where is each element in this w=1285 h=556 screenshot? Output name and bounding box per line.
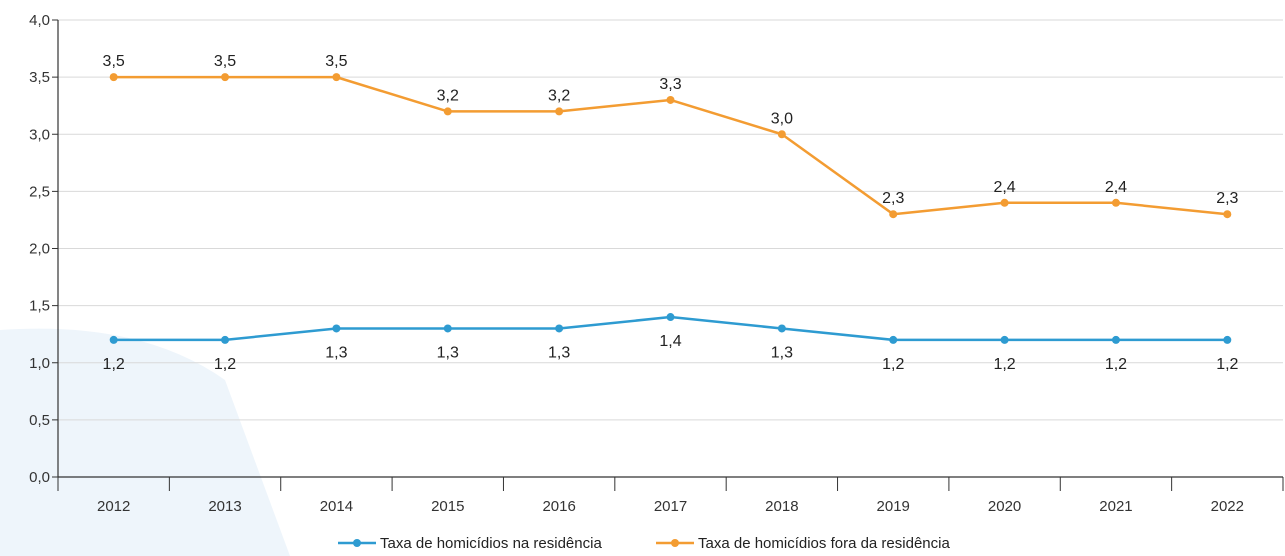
y-tick-label: 0,0 <box>29 469 50 486</box>
data-label: 2,4 <box>993 179 1015 196</box>
data-point <box>1111 335 1120 344</box>
data-point <box>221 73 230 82</box>
y-tick-label: 3,5 <box>29 69 50 86</box>
data-point <box>221 335 230 344</box>
y-tick-label: 1,0 <box>29 355 50 372</box>
data-label: 3,3 <box>659 76 681 93</box>
y-tick-label: 3,0 <box>29 126 50 143</box>
data-label: 3,5 <box>325 53 347 70</box>
data-label: 1,3 <box>771 344 793 361</box>
data-label: 2,4 <box>1105 179 1127 196</box>
data-label: 3,5 <box>214 53 236 70</box>
data-label: 3,2 <box>548 87 570 104</box>
data-point <box>666 95 675 104</box>
data-label: 1,3 <box>548 344 570 361</box>
data-label: 3,5 <box>103 53 125 70</box>
legend-label: Taxa de homicídios fora da residência <box>698 535 950 552</box>
data-point <box>1000 335 1009 344</box>
x-tick-label: 2017 <box>654 498 687 515</box>
data-point <box>777 130 786 139</box>
x-tick-label: 2015 <box>431 498 464 515</box>
data-point <box>332 73 341 82</box>
data-label: 3,2 <box>437 87 459 104</box>
grid-lines <box>58 19 1283 421</box>
data-point <box>777 324 786 333</box>
y-tick-label: 0,5 <box>29 412 50 429</box>
data-label: 1,3 <box>437 344 459 361</box>
data-point <box>889 210 898 219</box>
data-point <box>443 324 452 333</box>
data-label: 2,3 <box>882 190 904 207</box>
data-point <box>666 313 675 322</box>
x-tick-label: 2012 <box>97 498 130 515</box>
x-tick-label: 2020 <box>988 498 1021 515</box>
x-tick-label: 2018 <box>765 498 798 515</box>
legend: Taxa de homicídios na residência Taxa de … <box>338 535 950 552</box>
data-label: 1,2 <box>882 356 904 373</box>
data-point <box>443 107 452 116</box>
legend-label: Taxa de homicídios na residência <box>380 535 602 552</box>
y-tick-label: 4,0 <box>29 12 50 29</box>
data-point <box>1223 210 1232 219</box>
data-label: 1,2 <box>103 356 125 373</box>
x-tick-label: 2014 <box>320 498 353 515</box>
data-point <box>109 73 118 82</box>
x-tick-label: 2016 <box>542 498 575 515</box>
data-point <box>332 324 341 333</box>
data-label: 3,0 <box>771 110 793 127</box>
data-point <box>1000 198 1009 207</box>
x-tick-label: 2021 <box>1099 498 1132 515</box>
y-tick-label: 2,0 <box>29 241 50 258</box>
x-tick-label: 2019 <box>877 498 910 515</box>
legend-marker <box>671 539 679 547</box>
data-label: 1,2 <box>1105 356 1127 373</box>
legend-marker <box>353 539 361 547</box>
data-label: 1,3 <box>325 344 347 361</box>
x-axis-ticks: 2012 2013 2014 2015 2016 2017 2018 2019 2020 2021… <box>57 477 1284 515</box>
background-shape <box>0 328 290 556</box>
data-point <box>1223 335 1232 344</box>
data-label: 2,3 <box>1216 190 1238 207</box>
x-tick-label: 2022 <box>1211 498 1244 515</box>
data-label: 1,4 <box>659 333 681 350</box>
data-point <box>889 335 898 344</box>
data-point <box>555 324 564 333</box>
data-point <box>109 335 118 344</box>
y-tick-label: 2,5 <box>29 183 50 200</box>
data-label: 1,2 <box>1216 356 1238 373</box>
y-tick-label: 1,5 <box>29 298 50 315</box>
data-label: 1,2 <box>993 356 1015 373</box>
series-group: 1,2 1,2 1,3 1,3 1,3 1,4 1,3 1,2 1,2 1,2 1,2 3,5 3,5 3… <box>103 53 1239 373</box>
y-axis-ticks: 0,0 0,5 1,0 1,5 2,0 2,5 3,0 3,5 4,0 <box>29 12 58 486</box>
data-label: 1,2 <box>214 356 236 373</box>
x-tick-label: 2013 <box>208 498 241 515</box>
data-point <box>555 107 564 116</box>
data-point <box>1111 198 1120 207</box>
